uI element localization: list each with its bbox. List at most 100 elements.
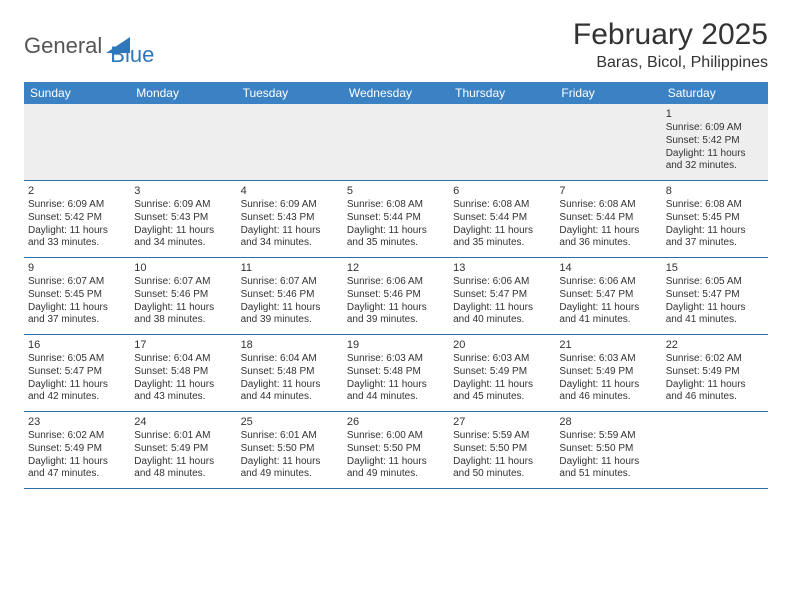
day-daylight1: Daylight: 11 hours	[347, 456, 445, 469]
logo-text-blue: Blue	[110, 42, 154, 68]
location-text: Baras, Bicol, Philippines	[573, 54, 768, 72]
header: General Blue February 2025 Baras, Bicol,…	[24, 18, 768, 72]
day-daylight1: Daylight: 11 hours	[559, 302, 657, 315]
day-cell: 6Sunrise: 6:08 AMSunset: 5:44 PMDaylight…	[449, 181, 555, 257]
day-number: 17	[134, 338, 232, 352]
day-number: 14	[559, 261, 657, 275]
weeks-container: 1Sunrise: 6:09 AMSunset: 5:42 PMDaylight…	[24, 104, 768, 489]
day-daylight2: and 36 minutes.	[559, 237, 657, 250]
week-row: 23Sunrise: 6:02 AMSunset: 5:49 PMDayligh…	[24, 412, 768, 489]
day-sunrise: Sunrise: 6:06 AM	[453, 276, 551, 289]
day-sunset: Sunset: 5:42 PM	[28, 212, 126, 225]
day-number: 11	[241, 261, 339, 275]
day-cell: 11Sunrise: 6:07 AMSunset: 5:46 PMDayligh…	[237, 258, 343, 334]
day-daylight1: Daylight: 11 hours	[666, 225, 764, 238]
day-sunrise: Sunrise: 6:07 AM	[28, 276, 126, 289]
day-daylight2: and 34 minutes.	[241, 237, 339, 250]
title-block: February 2025 Baras, Bicol, Philippines	[573, 18, 768, 72]
day-sunrise: Sunrise: 6:06 AM	[559, 276, 657, 289]
day-sunrise: Sunrise: 6:02 AM	[666, 353, 764, 366]
day-number: 24	[134, 415, 232, 429]
day-daylight1: Daylight: 11 hours	[347, 379, 445, 392]
day-cell	[662, 412, 768, 488]
day-cell: 28Sunrise: 5:59 AMSunset: 5:50 PMDayligh…	[555, 412, 661, 488]
day-sunrise: Sunrise: 6:08 AM	[347, 199, 445, 212]
day-number: 5	[347, 184, 445, 198]
day-cell: 1Sunrise: 6:09 AMSunset: 5:42 PMDaylight…	[662, 104, 768, 180]
day-cell: 7Sunrise: 6:08 AMSunset: 5:44 PMDaylight…	[555, 181, 661, 257]
day-daylight1: Daylight: 11 hours	[28, 456, 126, 469]
day-daylight2: and 43 minutes.	[134, 391, 232, 404]
day-daylight2: and 35 minutes.	[347, 237, 445, 250]
weekday-cell: Thursday	[449, 82, 555, 104]
day-sunrise: Sunrise: 6:04 AM	[134, 353, 232, 366]
day-number: 23	[28, 415, 126, 429]
day-sunrise: Sunrise: 6:09 AM	[666, 122, 764, 135]
day-sunrise: Sunrise: 6:03 AM	[559, 353, 657, 366]
day-daylight1: Daylight: 11 hours	[666, 148, 764, 161]
day-daylight1: Daylight: 11 hours	[134, 379, 232, 392]
day-sunset: Sunset: 5:49 PM	[134, 443, 232, 456]
day-sunset: Sunset: 5:44 PM	[453, 212, 551, 225]
day-cell: 16Sunrise: 6:05 AMSunset: 5:47 PMDayligh…	[24, 335, 130, 411]
day-daylight1: Daylight: 11 hours	[453, 302, 551, 315]
day-cell: 19Sunrise: 6:03 AMSunset: 5:48 PMDayligh…	[343, 335, 449, 411]
day-daylight1: Daylight: 11 hours	[134, 302, 232, 315]
day-sunset: Sunset: 5:45 PM	[666, 212, 764, 225]
day-sunrise: Sunrise: 6:06 AM	[347, 276, 445, 289]
day-cell: 27Sunrise: 5:59 AMSunset: 5:50 PMDayligh…	[449, 412, 555, 488]
day-number: 1	[666, 107, 764, 121]
day-daylight2: and 46 minutes.	[559, 391, 657, 404]
page-title: February 2025	[573, 18, 768, 52]
day-cell	[130, 104, 236, 180]
day-daylight1: Daylight: 11 hours	[347, 302, 445, 315]
day-sunrise: Sunrise: 6:05 AM	[666, 276, 764, 289]
day-sunset: Sunset: 5:44 PM	[559, 212, 657, 225]
day-sunset: Sunset: 5:49 PM	[559, 366, 657, 379]
logo: General Blue	[24, 24, 154, 68]
day-number: 7	[559, 184, 657, 198]
day-daylight1: Daylight: 11 hours	[666, 302, 764, 315]
day-sunset: Sunset: 5:44 PM	[347, 212, 445, 225]
day-sunset: Sunset: 5:50 PM	[453, 443, 551, 456]
day-daylight1: Daylight: 11 hours	[559, 379, 657, 392]
day-daylight1: Daylight: 11 hours	[241, 456, 339, 469]
day-cell: 17Sunrise: 6:04 AMSunset: 5:48 PMDayligh…	[130, 335, 236, 411]
day-sunrise: Sunrise: 6:09 AM	[134, 199, 232, 212]
day-sunrise: Sunrise: 6:05 AM	[28, 353, 126, 366]
day-daylight2: and 38 minutes.	[134, 314, 232, 327]
day-cell: 8Sunrise: 6:08 AMSunset: 5:45 PMDaylight…	[662, 181, 768, 257]
day-daylight2: and 44 minutes.	[347, 391, 445, 404]
day-cell: 12Sunrise: 6:06 AMSunset: 5:46 PMDayligh…	[343, 258, 449, 334]
day-daylight1: Daylight: 11 hours	[134, 456, 232, 469]
day-cell: 13Sunrise: 6:06 AMSunset: 5:47 PMDayligh…	[449, 258, 555, 334]
day-daylight2: and 50 minutes.	[453, 468, 551, 481]
day-sunset: Sunset: 5:46 PM	[134, 289, 232, 302]
day-sunset: Sunset: 5:47 PM	[666, 289, 764, 302]
day-cell: 15Sunrise: 6:05 AMSunset: 5:47 PMDayligh…	[662, 258, 768, 334]
day-number: 18	[241, 338, 339, 352]
day-sunrise: Sunrise: 6:09 AM	[241, 199, 339, 212]
day-daylight1: Daylight: 11 hours	[453, 456, 551, 469]
day-sunrise: Sunrise: 6:08 AM	[559, 199, 657, 212]
day-daylight2: and 40 minutes.	[453, 314, 551, 327]
logo-text-general: General	[24, 33, 102, 59]
day-sunrise: Sunrise: 6:01 AM	[241, 430, 339, 443]
day-sunset: Sunset: 5:48 PM	[241, 366, 339, 379]
day-daylight1: Daylight: 11 hours	[347, 225, 445, 238]
day-daylight2: and 37 minutes.	[666, 237, 764, 250]
day-cell: 2Sunrise: 6:09 AMSunset: 5:42 PMDaylight…	[24, 181, 130, 257]
day-daylight2: and 47 minutes.	[28, 468, 126, 481]
day-number: 21	[559, 338, 657, 352]
day-number: 19	[347, 338, 445, 352]
day-daylight1: Daylight: 11 hours	[453, 225, 551, 238]
day-sunset: Sunset: 5:48 PM	[134, 366, 232, 379]
day-cell: 9Sunrise: 6:07 AMSunset: 5:45 PMDaylight…	[24, 258, 130, 334]
day-daylight1: Daylight: 11 hours	[28, 379, 126, 392]
day-cell: 3Sunrise: 6:09 AMSunset: 5:43 PMDaylight…	[130, 181, 236, 257]
day-daylight1: Daylight: 11 hours	[241, 302, 339, 315]
day-cell: 14Sunrise: 6:06 AMSunset: 5:47 PMDayligh…	[555, 258, 661, 334]
day-sunset: Sunset: 5:47 PM	[453, 289, 551, 302]
day-daylight1: Daylight: 11 hours	[28, 302, 126, 315]
day-daylight2: and 48 minutes.	[134, 468, 232, 481]
